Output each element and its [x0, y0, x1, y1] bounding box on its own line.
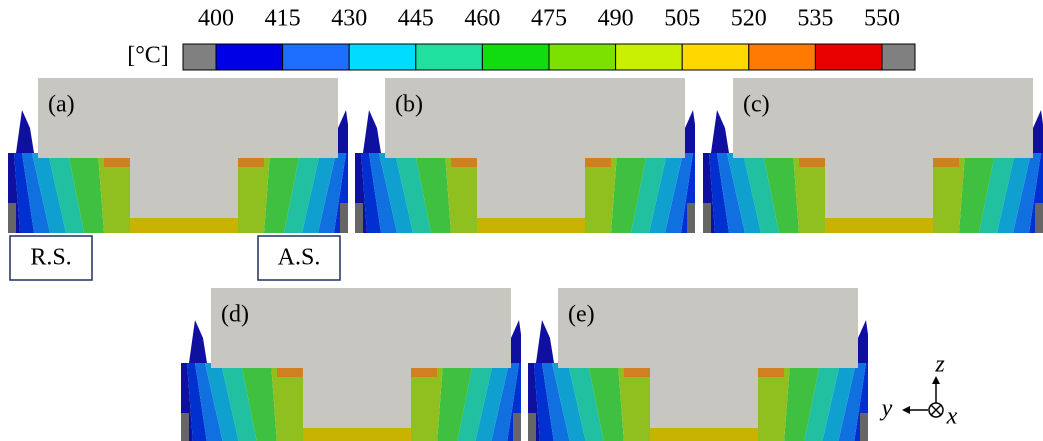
panel-label: (e)	[568, 302, 595, 328]
panel-label: (a)	[48, 92, 75, 118]
colorbar-tick-label: 520	[731, 6, 767, 32]
axis-symbol	[930, 404, 942, 416]
axis-symbol	[928, 402, 944, 418]
colorbar-segment	[681, 43, 750, 71]
colorbar-segment	[615, 43, 683, 71]
axis-label: x	[946, 404, 958, 430]
colorbar-tick-label: 460	[464, 6, 500, 32]
colorbar-segment	[282, 43, 350, 71]
colorbar-end	[881, 43, 916, 71]
colorbar-tick-label: 550	[864, 6, 900, 32]
colorbar-tick-label: 430	[331, 6, 367, 32]
colorbar-tick-label: 505	[664, 6, 700, 32]
side-label: R.S.	[30, 245, 71, 271]
axis-label: z	[934, 352, 945, 378]
colorbar-tick-label: 535	[797, 6, 833, 32]
colorbar-segment	[748, 43, 816, 71]
colorbar-segment	[348, 43, 417, 71]
panels: (a) (b) (c) (d) (e)	[8, 78, 1043, 441]
panel-label: (c)	[743, 92, 770, 118]
panel-label: (b)	[395, 92, 423, 118]
label-box	[9, 235, 93, 281]
axis-label: y	[880, 396, 893, 422]
colorbar-tick-label: 445	[398, 6, 434, 32]
colorbar-tick-label: 490	[598, 6, 634, 32]
arrow-head	[902, 406, 910, 414]
colorbar-segment	[215, 43, 284, 71]
colorbar-end	[182, 43, 217, 71]
panel-label: (d)	[221, 302, 249, 328]
axis-triad: z y x	[880, 352, 958, 430]
colorbar-segment	[481, 43, 550, 71]
colorbar-tick-label: 475	[531, 6, 567, 32]
arrow-head	[932, 376, 940, 384]
colorbar-tick-label: 400	[198, 6, 234, 32]
colorbar-tick-label: 415	[265, 6, 301, 32]
colorbar-segment	[814, 43, 883, 71]
colorbar: 400 415 430 445 460 475 490 505 520 535 550	[182, 6, 916, 71]
colorbar-unit: [°C]	[127, 43, 169, 69]
colorbar-segment	[415, 43, 483, 71]
colorbar-segment	[548, 43, 617, 71]
side-label: A.S.	[278, 245, 321, 271]
label-box	[257, 235, 341, 281]
